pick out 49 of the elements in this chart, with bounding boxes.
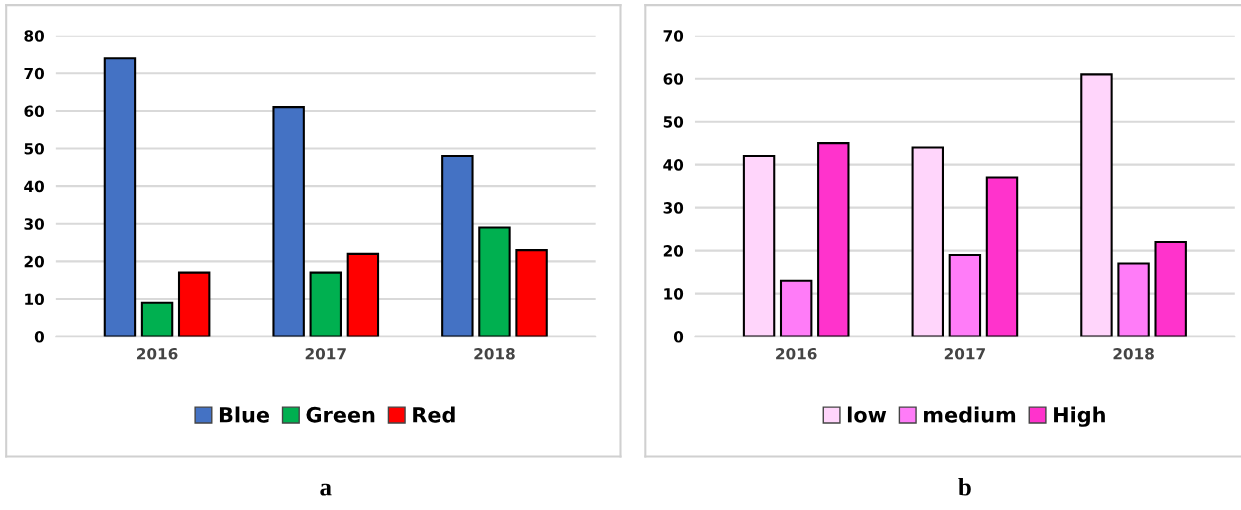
legend-label: Blue: [219, 406, 270, 423]
y-tick-label: 60: [24, 105, 44, 117]
bar: [1117, 262, 1150, 337]
bar: [817, 142, 850, 337]
x-axis-title: a: [320, 483, 332, 496]
y-tick-label: 40: [663, 159, 684, 171]
x-tick-label: 2018: [1113, 347, 1154, 360]
y-tick-label: 10: [25, 293, 44, 306]
bar: [1154, 240, 1187, 337]
legend-label: Red: [413, 406, 455, 423]
y-tick-label: 50: [24, 143, 44, 155]
x-tick-label: 2017: [305, 347, 346, 360]
legend-label: High: [1054, 406, 1105, 427]
legend-label: medium: [924, 406, 1016, 423]
x-tick-label: 2016: [137, 347, 178, 360]
y-tick-label: 70: [663, 30, 684, 42]
x-tick-label: 2016: [776, 347, 817, 360]
legend-label: Green: [306, 406, 375, 423]
bar: [911, 146, 944, 337]
y-tick-label: 20: [24, 255, 44, 268]
bar: [177, 271, 211, 337]
x-tick-label: 2018: [474, 347, 515, 360]
y-tick-label: 60: [663, 73, 684, 85]
bar: [478, 226, 511, 337]
bar: [441, 155, 474, 337]
x-axis-title: b: [958, 478, 971, 496]
y-tick-label: 70: [24, 67, 44, 80]
bar: [779, 279, 813, 337]
y-tick-label: 50: [663, 116, 684, 128]
bar: [1080, 73, 1113, 337]
y-tick-label: 30: [24, 218, 44, 230]
bar: [515, 249, 548, 337]
y-tick-label: 0: [673, 331, 684, 343]
bar: [948, 253, 982, 337]
y-tick-label: 40: [24, 180, 44, 193]
y-tick-label: 0: [34, 331, 44, 343]
x-tick-label: 2017: [944, 347, 985, 360]
bar: [985, 176, 1019, 337]
legend-label: low: [847, 406, 887, 423]
bar: [742, 155, 776, 337]
bar: [103, 57, 137, 337]
y-tick-label: 30: [663, 202, 684, 214]
y-tick-label: 10: [664, 288, 684, 300]
y-tick-label: 80: [24, 30, 44, 42]
bar: [309, 271, 342, 337]
bar: [140, 301, 174, 337]
bar: [346, 252, 380, 337]
y-tick-label: 20: [663, 245, 684, 257]
bar: [272, 106, 305, 337]
